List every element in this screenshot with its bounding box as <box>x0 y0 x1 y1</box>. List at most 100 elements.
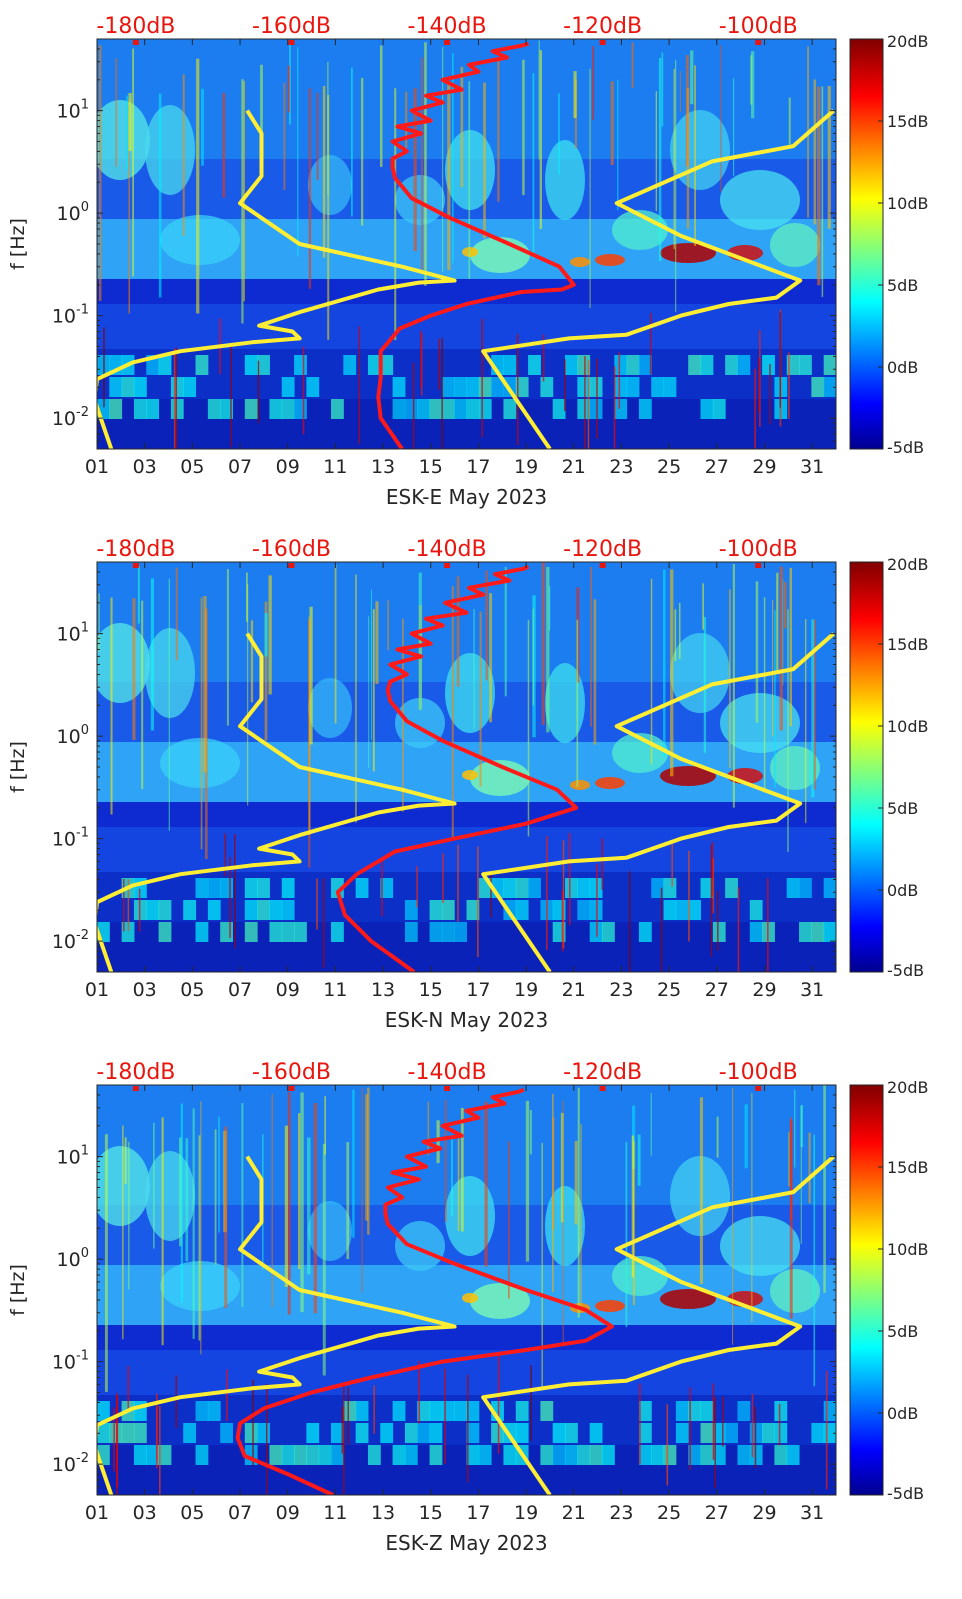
y-tick-base: 10 <box>52 931 76 953</box>
x-tick-label: 05 <box>180 979 204 1001</box>
y-tick-label: 100 <box>57 200 89 225</box>
x-tick-label: 01 <box>85 456 109 478</box>
top-db-marker <box>288 563 295 568</box>
model-curve-yellow <box>97 632 457 972</box>
y-tick-label: 10-2 <box>52 405 89 430</box>
top-db-marker <box>599 40 606 45</box>
top-db-marker <box>444 1086 451 1091</box>
top-db-label: -140dB <box>408 1060 487 1085</box>
colorbar <box>850 39 883 449</box>
x-tick-label: 17 <box>466 456 490 478</box>
model-curve-yellow <box>481 109 835 449</box>
x-tick-label: 27 <box>705 979 729 1001</box>
y-tick-base: 10 <box>52 1454 76 1476</box>
colorbar-tick-label: 20dB <box>887 32 929 51</box>
y-tick-label: 101 <box>57 98 89 123</box>
x-tick-label: 27 <box>705 456 729 478</box>
colorbar-tick-label: 20dB <box>887 555 929 574</box>
colorbar-tick-label: 5dB <box>887 799 918 818</box>
top-db-label: -120dB <box>563 14 642 39</box>
psd-curve-red <box>335 564 579 972</box>
spectrogram-panel: 01 03 05 07 09 11 13 15 17 19 21 23 25 27 29 3110-210-1… <box>7 537 929 1032</box>
colorbar-frame <box>849 38 884 450</box>
x-tick-label: 09 <box>276 979 300 1001</box>
x-tick-label: 17 <box>466 979 490 1001</box>
x-tick-label: 31 <box>800 456 824 478</box>
y-tick-label: 100 <box>57 723 89 748</box>
top-db-marker <box>755 40 762 45</box>
colorbar-frame <box>849 561 884 973</box>
top-db-label: -160dB <box>252 537 331 562</box>
x-tick-label: 19 <box>514 1502 538 1524</box>
x-tick-label: 17 <box>466 1502 490 1524</box>
y-tick-base: 10 <box>52 306 76 328</box>
model-curve-yellow <box>481 632 835 972</box>
x-tick-label: 03 <box>133 456 157 478</box>
y-tick-base: 10 <box>57 101 81 123</box>
x-tick-label: 23 <box>609 1502 633 1524</box>
y-tick-exponent: 0 <box>81 1246 89 1261</box>
colorbar-tick-label: 0dB <box>887 358 918 377</box>
top-db-marker <box>288 1086 295 1091</box>
x-axis-label: ESK-Z May 2023 <box>385 1531 547 1555</box>
top-db-label: -180dB <box>96 537 175 562</box>
y-tick-base: 10 <box>52 829 76 851</box>
top-db-marker <box>599 1086 606 1091</box>
x-tick-label: 13 <box>371 979 395 1001</box>
x-tick-label: 03 <box>133 979 157 1001</box>
top-db-label: -160dB <box>252 1060 331 1085</box>
colorbar <box>850 1085 883 1495</box>
psd-curve-red <box>235 1087 614 1495</box>
top-db-marker <box>132 563 139 568</box>
colorbar-tick-label: -5dB <box>887 961 924 980</box>
x-tick-label: 19 <box>514 456 538 478</box>
colorbar-tick-label: -5dB <box>887 1484 924 1503</box>
top-db-label: -180dB <box>96 14 175 39</box>
spectrogram-image <box>97 39 836 449</box>
x-tick-label: 21 <box>562 979 586 1001</box>
y-tick-label: 101 <box>57 621 89 646</box>
top-db-marker <box>288 40 295 45</box>
x-tick-label: 01 <box>85 979 109 1001</box>
colorbar <box>850 562 883 972</box>
spectrogram-image <box>97 562 836 972</box>
y-tick-exponent: -1 <box>76 303 89 318</box>
x-tick-label: 15 <box>419 979 443 1001</box>
y-tick-label: 101 <box>57 1144 89 1169</box>
colorbar-tick-label: 10dB <box>887 194 929 213</box>
x-tick-label: 23 <box>609 979 633 1001</box>
top-db-marker <box>599 563 606 568</box>
colorbar-tick-label: 5dB <box>887 1322 918 1341</box>
colorbar-tick-label: 15dB <box>887 112 929 131</box>
y-axis-label: f [Hz] <box>7 218 29 270</box>
y-tick-base: 10 <box>52 408 76 430</box>
y-tick-exponent: 1 <box>81 621 89 636</box>
y-tick-label: 10-1 <box>52 303 89 328</box>
y-tick-exponent: 1 <box>81 1144 89 1159</box>
colorbar-frame <box>849 1084 884 1496</box>
x-tick-label: 05 <box>180 456 204 478</box>
colorbar-tick-label: 15dB <box>887 635 929 654</box>
x-axis-label: ESK-N May 2023 <box>385 1008 549 1032</box>
y-tick-exponent: -2 <box>76 1451 89 1466</box>
top-db-label: -140dB <box>408 537 487 562</box>
y-tick-label: 10-1 <box>52 1349 89 1374</box>
y-tick-exponent: -1 <box>76 1349 89 1364</box>
y-tick-base: 10 <box>57 624 81 646</box>
y-axis-label: f [Hz] <box>7 741 29 793</box>
y-tick-exponent: -2 <box>76 405 89 420</box>
spectrogram-image <box>97 1085 836 1495</box>
model-curve-yellow <box>481 1155 835 1495</box>
psd-curve-red <box>376 41 576 449</box>
top-db-marker <box>755 1086 762 1091</box>
top-db-label: -120dB <box>563 1060 642 1085</box>
top-db-marker <box>444 563 451 568</box>
colorbar-tick-label: 0dB <box>887 1404 918 1423</box>
x-tick-label: 03 <box>133 1502 157 1524</box>
x-tick-label: 27 <box>705 1502 729 1524</box>
x-tick-label: 11 <box>323 979 347 1001</box>
model-curve-yellow <box>97 109 457 449</box>
x-tick-label: 25 <box>657 456 681 478</box>
top-db-label: -100dB <box>719 537 798 562</box>
